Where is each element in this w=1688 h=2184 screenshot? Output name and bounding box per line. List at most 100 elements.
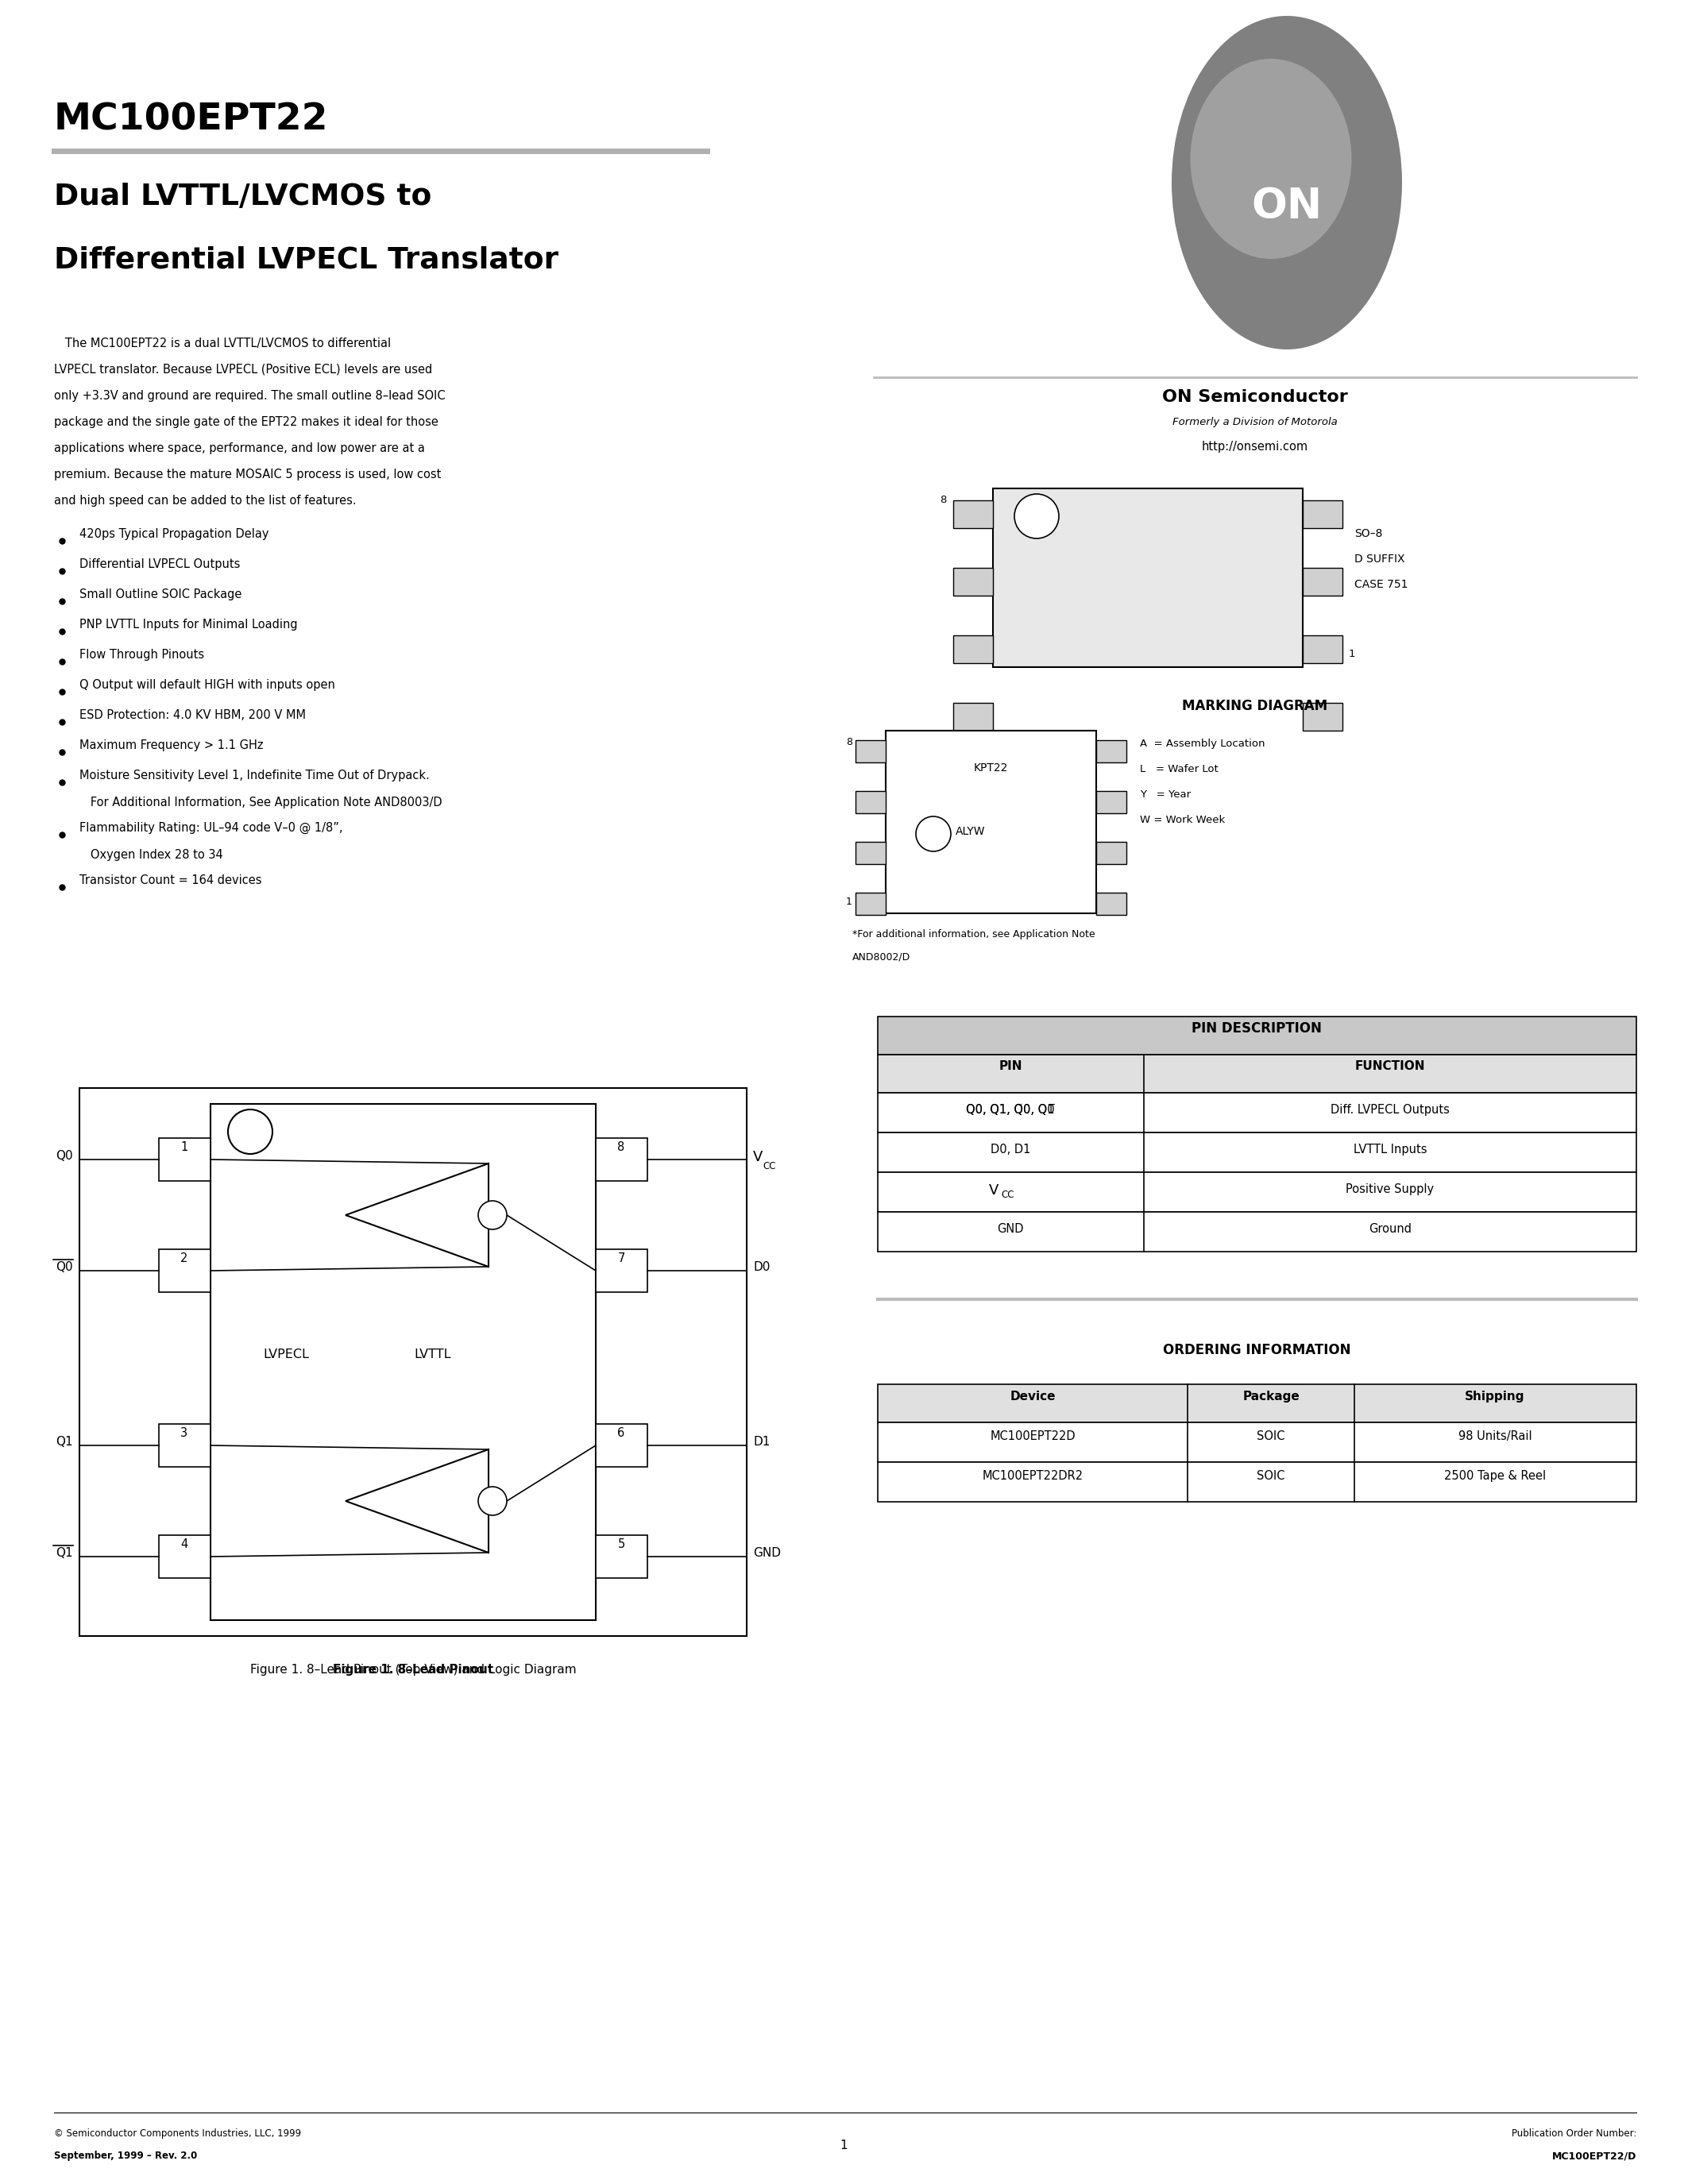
Text: MC100EPT22DR2: MC100EPT22DR2 [982, 1470, 1084, 1483]
Text: package and the single gate of the EPT22 makes it ideal for those: package and the single gate of the EPT22… [54, 417, 439, 428]
Ellipse shape [478, 1201, 506, 1230]
Text: CC: CC [763, 1162, 776, 1171]
Text: MARKING DIAGRAM: MARKING DIAGRAM [1182, 699, 1328, 714]
Text: 5: 5 [618, 1538, 625, 1551]
Text: 2: 2 [181, 1251, 187, 1265]
Text: http://onsemi.com: http://onsemi.com [1202, 441, 1308, 452]
Text: September, 1999 – Rev. 2.0: September, 1999 – Rev. 2.0 [54, 2151, 197, 2160]
Text: Q1: Q1 [56, 1546, 73, 1559]
Text: 8: 8 [618, 1142, 625, 1153]
Bar [1303, 568, 1342, 596]
Text: A  = Assembly Location: A = Assembly Location [1139, 738, 1264, 749]
Text: Diff. LVPECL Outputs: Diff. LVPECL Outputs [1330, 1103, 1450, 1116]
Bar [878, 1461, 1636, 1503]
Text: © Semiconductor Components Industries, LLC, 1999: © Semiconductor Components Industries, L… [54, 2129, 300, 2138]
Text: D1: D1 [753, 1435, 770, 1448]
Text: ESD Protection: 4.0 KV HBM, 200 V MM: ESD Protection: 4.0 KV HBM, 200 V MM [79, 710, 306, 721]
Text: KPT22: KPT22 [974, 762, 1008, 773]
Text: Differential LVPECL Translator: Differential LVPECL Translator [54, 247, 559, 275]
Bar [993, 489, 1303, 666]
Text: Maximum Frequency > 1.1 GHz: Maximum Frequency > 1.1 GHz [79, 740, 263, 751]
Text: *For additional information, see Application Note: *For additional information, see Applica… [852, 928, 1096, 939]
Text: W = Work Week: W = Work Week [1139, 815, 1225, 826]
Text: MC100EPT22: MC100EPT22 [54, 103, 329, 138]
Text: ON: ON [1251, 186, 1322, 227]
Text: D0, D1: D0, D1 [991, 1144, 1030, 1155]
Text: V: V [753, 1151, 763, 1164]
Text: applications where space, performance, and low power are at a: applications where space, performance, a… [54, 443, 425, 454]
Text: PNP LVTTL Inputs for Minimal Loading: PNP LVTTL Inputs for Minimal Loading [79, 618, 297, 631]
Text: Flow Through Pinouts: Flow Through Pinouts [79, 649, 204, 662]
Text: CC: CC [1001, 1190, 1014, 1199]
Ellipse shape [1190, 59, 1352, 260]
Bar [159, 1535, 211, 1579]
Text: CASE 751: CASE 751 [1354, 579, 1408, 590]
Text: Transistor Count = 164 devices: Transistor Count = 164 devices [79, 874, 262, 887]
Text: MC100EPT22D: MC100EPT22D [989, 1431, 1075, 1441]
Text: Figure 1. 8–Lead Pinout: Figure 1. 8–Lead Pinout [333, 1664, 493, 1675]
Text: 2500 Tape & Reel: 2500 Tape & Reel [1445, 1470, 1546, 1483]
Text: GND: GND [998, 1223, 1023, 1234]
Bar [1303, 500, 1342, 529]
Text: For Additional Information, See Application Note AND8003/D: For Additional Information, See Applicat… [79, 797, 442, 808]
Bar [886, 732, 1096, 913]
Text: Q Output will default HIGH with inputs open: Q Output will default HIGH with inputs o… [79, 679, 336, 690]
Bar [954, 636, 993, 664]
Text: Shipping: Shipping [1465, 1391, 1524, 1402]
Bar [878, 1092, 1636, 1133]
Bar [159, 1138, 211, 1182]
Text: MC100EPT22/D: MC100EPT22/D [1551, 2151, 1636, 2160]
Bar [596, 1138, 648, 1182]
Text: Q0, Q1, Q̆0, Q0̅: Q0, Q1, Q̆0, Q0̅ [966, 1103, 1055, 1116]
Text: ORDERING INFORMATION: ORDERING INFORMATION [1163, 1343, 1350, 1356]
Bar [856, 893, 886, 915]
Bar [1303, 703, 1342, 732]
Text: GND: GND [753, 1546, 782, 1559]
Text: Q0, Q1, Q0, Q1: Q0, Q1, Q0, Q1 [966, 1103, 1055, 1116]
Text: LVTTL Inputs: LVTTL Inputs [1354, 1144, 1426, 1155]
Text: LVTTL: LVTTL [415, 1348, 451, 1361]
Ellipse shape [917, 817, 950, 852]
Bar [878, 1055, 1636, 1092]
Text: SOIC: SOIC [1258, 1431, 1285, 1441]
Text: SOIC: SOIC [1258, 1470, 1285, 1483]
Text: Q1: Q1 [56, 1435, 73, 1448]
Bar [878, 1385, 1636, 1422]
Text: Flammability Rating: UL–94 code V–0 @ 1/8”,: Flammability Rating: UL–94 code V–0 @ 1/… [79, 821, 343, 834]
Text: Figure 1. 8–Lead Pinout (Top View) and Logic Diagram: Figure 1. 8–Lead Pinout (Top View) and L… [250, 1664, 576, 1675]
Text: Publication Order Number:: Publication Order Number: [1511, 2129, 1636, 2138]
Bar [878, 1016, 1636, 1055]
Text: 8: 8 [940, 496, 947, 505]
Bar [878, 1212, 1636, 1251]
Text: 420ps Typical Propagation Delay: 420ps Typical Propagation Delay [79, 529, 268, 539]
Bar [596, 1535, 648, 1579]
Text: AND8002/D: AND8002/D [852, 952, 910, 961]
Text: 1: 1 [1349, 649, 1355, 660]
Text: Device: Device [1009, 1391, 1055, 1402]
Text: D0: D0 [753, 1260, 770, 1273]
Text: 7: 7 [618, 1251, 625, 1265]
Text: ON Semiconductor: ON Semiconductor [1163, 389, 1349, 404]
Ellipse shape [1171, 15, 1403, 349]
Text: Ground: Ground [1369, 1223, 1411, 1234]
Ellipse shape [228, 1109, 272, 1153]
Text: Dual LVTTL/LVCMOS to: Dual LVTTL/LVCMOS to [54, 183, 432, 212]
Bar [954, 500, 993, 529]
Bar [954, 568, 993, 596]
Text: only +3.3V and ground are required. The small outline 8–lead SOIC: only +3.3V and ground are required. The … [54, 391, 446, 402]
Bar [878, 1133, 1636, 1173]
Text: 6: 6 [618, 1426, 625, 1439]
Text: FUNCTION: FUNCTION [1355, 1059, 1425, 1072]
Text: Package: Package [1242, 1391, 1300, 1402]
Text: 1: 1 [181, 1142, 187, 1153]
Bar [856, 740, 886, 762]
Text: Small Outline SOIC Package: Small Outline SOIC Package [79, 587, 241, 601]
Bar [1096, 893, 1126, 915]
Bar [878, 1173, 1636, 1212]
Text: PIN: PIN [999, 1059, 1023, 1072]
Ellipse shape [1014, 494, 1058, 539]
Bar [856, 791, 886, 812]
Text: Q0: Q0 [56, 1260, 73, 1273]
Bar [1303, 636, 1342, 664]
Text: PIN DESCRIPTION: PIN DESCRIPTION [1192, 1022, 1322, 1035]
